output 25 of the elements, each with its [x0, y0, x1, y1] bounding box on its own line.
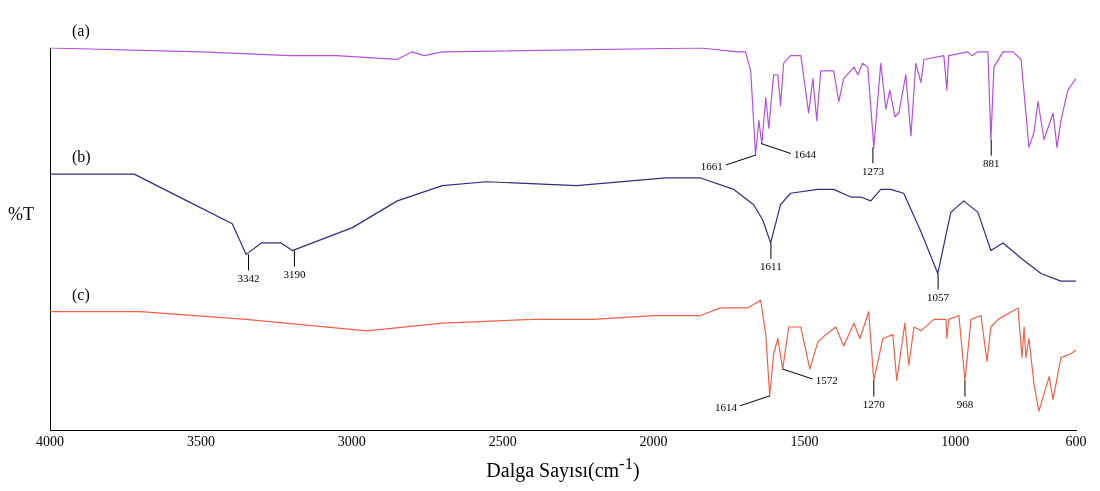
annotation: 1270	[862, 397, 886, 410]
y-axis-title: %T	[8, 204, 34, 225]
x-tick-label: 3000	[337, 434, 366, 450]
x-axis-title: Dalga Sayısı(cm$^{-1}$)	[485, 454, 641, 482]
annotation: 1057	[927, 290, 950, 303]
annotation: 968	[956, 397, 974, 410]
series-label: (a)	[72, 22, 90, 41]
annotation: 3342	[237, 271, 260, 284]
x-tick-label: 1000	[941, 434, 970, 450]
annotation: 1644	[793, 148, 817, 161]
annotation: 1273	[861, 164, 885, 177]
annotation: 881	[982, 157, 1000, 170]
series-label: (b)	[72, 148, 91, 167]
x-tick-label: 600	[1065, 434, 1087, 450]
annotation: 1614	[715, 400, 738, 413]
x-tick-label: 2000	[639, 434, 668, 450]
annotation: 1661	[700, 159, 723, 172]
x-tick-label: 3500	[186, 434, 215, 450]
x-tick-label: 1500	[790, 434, 819, 450]
x-tick-label: 4000	[36, 434, 64, 450]
annotation: 1611	[760, 260, 782, 273]
series-label: (c)	[72, 285, 90, 304]
annotation: 3190	[283, 267, 306, 280]
annotation: 1572	[815, 373, 838, 386]
x-tick-label: 2500	[488, 434, 517, 450]
